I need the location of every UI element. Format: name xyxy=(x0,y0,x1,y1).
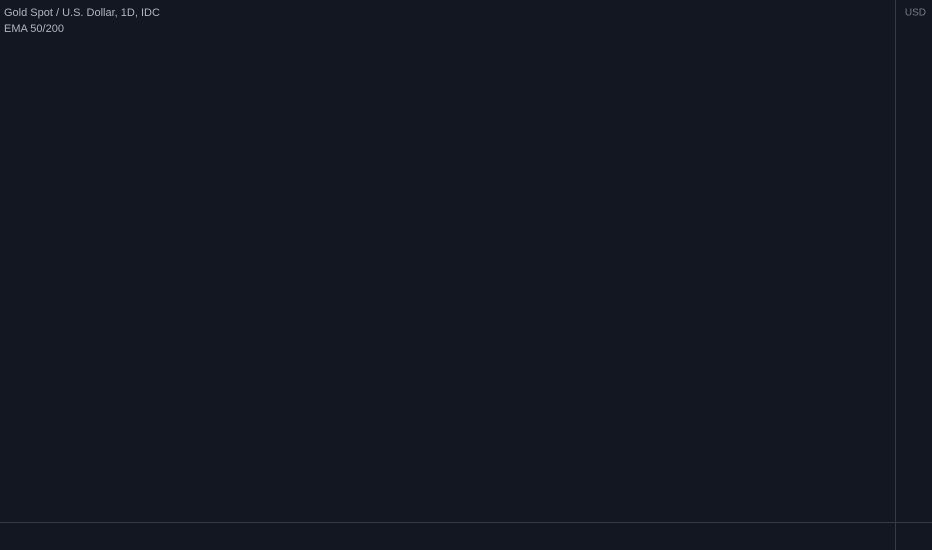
currency-label: USD xyxy=(905,8,926,19)
chart-title: Gold Spot / U.S. Dollar, 1D, IDC xyxy=(4,7,160,19)
indicator-label: EMA 50/200 xyxy=(4,23,64,35)
